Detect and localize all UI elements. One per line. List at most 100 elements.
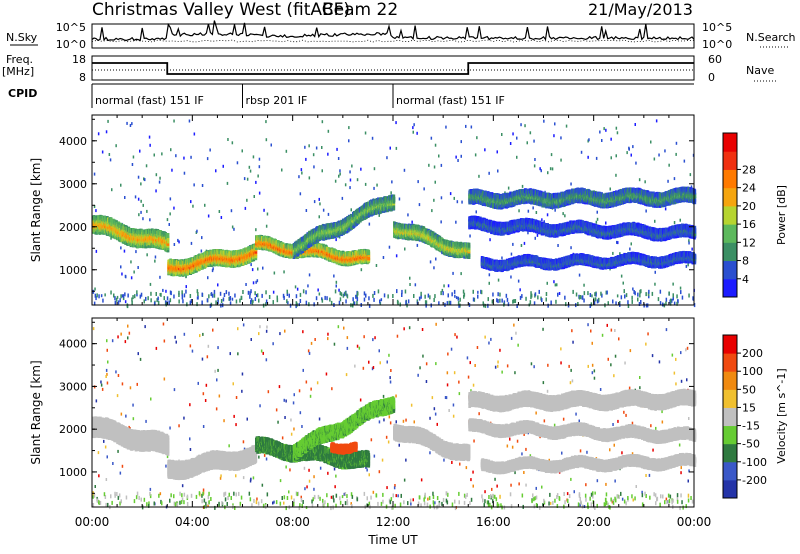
- scatter-point: [617, 294, 619, 297]
- scatter-point: [175, 154, 177, 157]
- scatter-point: [267, 213, 269, 216]
- ground-scatter-point: [352, 297, 354, 301]
- scatter-point: [194, 133, 196, 136]
- scatter-point: [149, 218, 151, 221]
- scatter-point: [471, 126, 473, 129]
- scatter-point: [457, 159, 459, 162]
- ground-scatter-point: [220, 292, 222, 296]
- ground-scatter-point: [182, 299, 184, 303]
- ground-scatter-point: [127, 294, 128, 298]
- scatter-point: [419, 203, 421, 206]
- scatter-point: [208, 215, 210, 218]
- scatter-point: [328, 213, 330, 216]
- ground-scatter-point: [201, 301, 203, 305]
- scatter-point: [361, 268, 363, 271]
- scatter-point: [455, 156, 457, 159]
- scatter-point: [321, 146, 323, 149]
- scatter-point: [101, 294, 103, 297]
- scatter-point: [249, 166, 251, 169]
- scatter-point: [342, 197, 344, 200]
- scatter-point: [488, 172, 490, 175]
- scatter-point: [232, 298, 234, 301]
- scatter-point: [674, 221, 676, 224]
- scatter-point: [204, 204, 206, 207]
- scatter-point: [170, 197, 172, 200]
- scatter-point: [674, 177, 676, 180]
- scatter-point: [309, 176, 311, 179]
- scatter-point: [130, 260, 132, 263]
- scatter-point: [196, 230, 198, 233]
- scatter-point: [413, 123, 415, 126]
- ground-scatter-point: [316, 296, 318, 300]
- rti-figure: Christmas Valley West (fitACF) Beam 22 2…: [0, 0, 800, 554]
- scatter-point: [441, 164, 443, 167]
- ground-scatter-point: [123, 294, 125, 298]
- nsky-tick-low: 10^0: [56, 38, 86, 51]
- scatter-point: [461, 140, 463, 143]
- ground-scatter-point: [96, 293, 98, 297]
- nsky-tick-high: 10^5: [56, 21, 86, 34]
- scatter-point: [489, 282, 491, 285]
- ground-scatter-point: [150, 298, 152, 302]
- scatter-point: [611, 156, 613, 159]
- ground-scatter-point: [633, 290, 635, 294]
- ground-scatter-point: [597, 299, 599, 303]
- scatter-point: [478, 175, 480, 178]
- scatter-point: [557, 244, 559, 247]
- scatter-point: [263, 209, 265, 212]
- scatter-point: [130, 124, 132, 127]
- scatter-point: [215, 169, 217, 172]
- ground-scatter-point: [458, 297, 460, 301]
- scatter-point: [690, 173, 692, 176]
- scatter-point: [588, 138, 590, 141]
- scatter-point: [417, 244, 419, 247]
- scatter-point: [566, 125, 568, 128]
- scatter-point: [534, 164, 536, 167]
- scatter-point: [599, 131, 601, 134]
- ground-scatter-point: [296, 294, 298, 298]
- nsearch-label: N.Search: [746, 31, 796, 44]
- scatter-point: [552, 167, 554, 170]
- ground-scatter-point: [428, 294, 430, 298]
- scatter-point: [680, 287, 682, 290]
- ground-scatter-point: [230, 296, 232, 300]
- nsky-label: N.Sky: [6, 31, 38, 44]
- ground-scatter-point: [648, 290, 650, 294]
- scatter-point: [232, 226, 234, 229]
- scatter-point: [543, 120, 545, 123]
- ground-scatter-point: [550, 301, 552, 305]
- scatter-point: [497, 150, 499, 153]
- ground-scatter-point: [506, 294, 508, 298]
- ground-scatter-point: [197, 296, 199, 300]
- scatter-point: [616, 241, 618, 244]
- ground-scatter-point: [535, 292, 537, 296]
- scatter-point: [508, 187, 510, 190]
- scatter-point: [477, 291, 479, 294]
- scatter-point: [186, 285, 188, 288]
- scatter-point: [667, 180, 669, 183]
- scatter-point: [501, 257, 503, 260]
- ground-scatter-point: [364, 298, 366, 302]
- ground-scatter-point: [637, 293, 639, 297]
- ground-scatter-point: [450, 301, 452, 305]
- scatter-point: [133, 156, 135, 159]
- ground-scatter-point: [290, 304, 292, 308]
- ground-scatter-point: [339, 301, 341, 305]
- scatter-point: [207, 276, 209, 279]
- scatter-point: [349, 186, 351, 189]
- scatter-point: [560, 159, 562, 162]
- ground-scatter-point: [132, 295, 134, 299]
- scatter-point: [395, 121, 397, 124]
- scatter-point: [94, 173, 96, 176]
- freq-series: [92, 63, 694, 74]
- scatter-point: [632, 145, 634, 148]
- scatter-point: [668, 164, 670, 167]
- ground-scatter-point: [627, 300, 629, 304]
- ground-scatter-point: [477, 295, 479, 299]
- scatter-point: [460, 272, 462, 275]
- ground-scatter-point: [652, 292, 654, 296]
- scatter-point: [524, 124, 526, 127]
- ground-scatter-point: [248, 291, 250, 295]
- scatter-point: [212, 267, 214, 270]
